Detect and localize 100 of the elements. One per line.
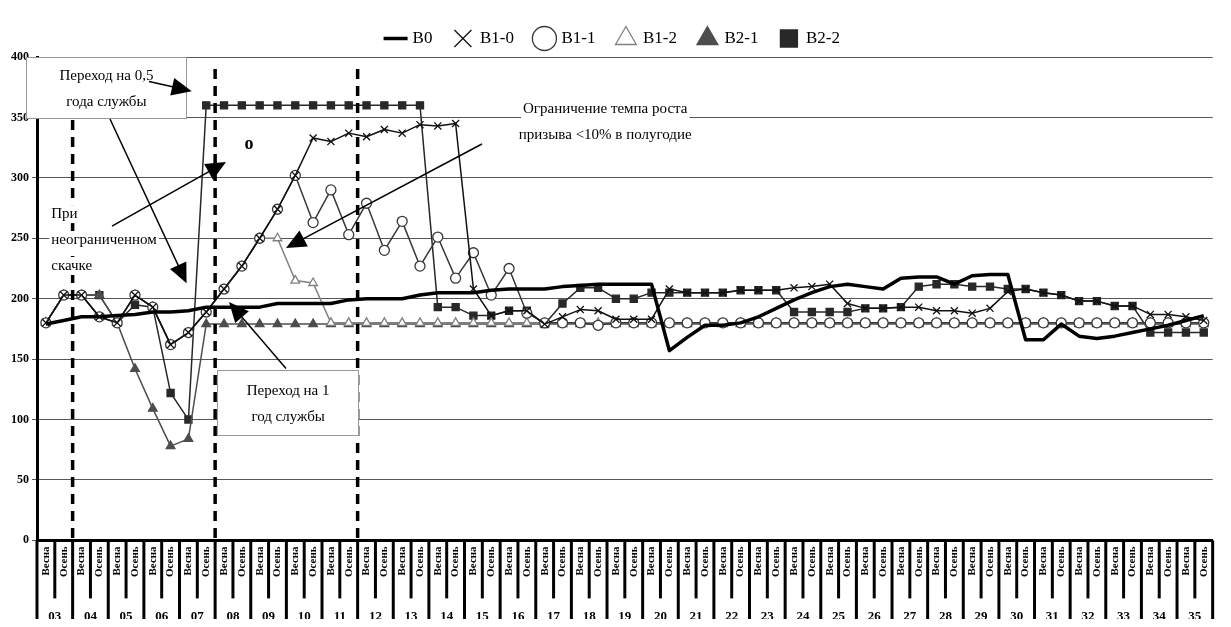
- x-tick-label: Весна: [38, 545, 51, 576]
- x-tick-label: Осень: [163, 546, 176, 578]
- text: 15: [475, 607, 490, 623]
- text: 13: [404, 607, 419, 623]
- x-tick-label: Весна: [751, 545, 764, 576]
- x-tick-label: Весна: [110, 545, 122, 576]
- x-tick-label: Осень: [626, 546, 639, 578]
- text: 12: [368, 607, 382, 623]
- x-tick-label: Осень: [982, 546, 995, 578]
- x-tick-label: Осень: [662, 546, 675, 578]
- x-tick-label: Весна: [359, 545, 372, 576]
- text: 24: [796, 607, 810, 623]
- text: 16: [511, 607, 525, 623]
- x-tick-label: Осень: [555, 546, 568, 578]
- text: 26: [867, 607, 882, 623]
- text: 18: [582, 607, 597, 623]
- text: 07: [190, 607, 205, 623]
- x-tick-label: Осень: [412, 546, 425, 578]
- x-tick-label: Осень: [305, 546, 318, 578]
- annotation: o: [244, 132, 254, 153]
- y-tick-label: 250: [11, 230, 29, 245]
- x-tick-label: Весна: [822, 545, 835, 576]
- text: 19: [618, 607, 632, 623]
- x-tick-label: Осень: [127, 546, 140, 578]
- text: 33: [1117, 607, 1131, 623]
- text: 27: [903, 607, 917, 623]
- x-tick-label: Весна: [466, 545, 479, 576]
- legend-label: B1-0: [479, 27, 514, 47]
- x-tick-label: Осень: [769, 546, 782, 578]
- x-tick-label: Весна: [715, 545, 728, 576]
- text: 14: [440, 607, 454, 623]
- annotation: Переход на 0,5 года службы: [58, 65, 155, 111]
- text: 34: [1152, 607, 1167, 623]
- text: 30: [1010, 607, 1024, 623]
- text: 23: [760, 607, 775, 623]
- y-tick-label: 0: [23, 532, 29, 547]
- x-tick-label: Осень: [947, 546, 960, 578]
- x-tick-label: Осень: [697, 546, 710, 578]
- x-tick-label: Весна: [1107, 545, 1120, 576]
- x-tick-label: Весна: [1071, 545, 1084, 576]
- x-tick-label: Весна: [680, 545, 693, 576]
- y-tick-label: 300: [11, 169, 29, 184]
- annotation: Переход на 1 год службы: [245, 381, 331, 427]
- x-tick-label: Весна: [181, 545, 194, 576]
- text: 21: [689, 607, 703, 623]
- legend-label: B1-2: [642, 27, 677, 47]
- x-tick-label: Весна: [858, 545, 871, 576]
- y-tick-label: 100: [11, 411, 29, 426]
- x-tick-label: Весна: [1000, 545, 1013, 576]
- x-tick-label: Осень: [1125, 546, 1138, 578]
- x-tick-label: Весна: [252, 545, 265, 576]
- text: 06: [155, 607, 169, 623]
- x-tick-label: Весна: [323, 545, 336, 576]
- x-tick-label: Осень: [234, 546, 247, 578]
- x-tick-label: Весна: [893, 545, 906, 576]
- x-tick-label: Осень: [270, 546, 283, 578]
- x-tick-label: Весна: [608, 545, 621, 576]
- legend-label: B2-2: [805, 27, 840, 47]
- y-tick-label: 200: [11, 290, 29, 305]
- x-tick-label: Осень: [448, 546, 461, 578]
- legend-label: B0: [412, 27, 433, 47]
- annotation: При неограниченном скачке: [51, 205, 158, 274]
- text: 03: [48, 607, 62, 623]
- text: 17: [547, 607, 561, 623]
- text: 35: [1188, 607, 1202, 623]
- x-tick-label: Осень: [733, 546, 746, 578]
- x-tick-label: Осень: [1160, 546, 1173, 578]
- text: 31: [1045, 607, 1059, 623]
- legend-label: B2-1: [724, 27, 759, 47]
- x-tick-label: Весна: [395, 545, 408, 576]
- text: 25: [832, 607, 846, 623]
- text: 08: [226, 607, 240, 623]
- text: 32: [1081, 607, 1095, 623]
- text: 04: [83, 607, 98, 623]
- x-tick-label: Осень: [377, 546, 390, 578]
- text: 05: [119, 607, 134, 623]
- x-tick-label: Осень: [1018, 546, 1031, 578]
- text: 09: [262, 607, 276, 623]
- x-tick-label: Весна: [929, 545, 942, 576]
- x-tick-label: Осень: [1089, 546, 1102, 578]
- x-tick-label: Весна: [644, 545, 657, 576]
- x-tick-label: Весна: [1143, 545, 1156, 576]
- x-tick-label: Осень: [341, 546, 354, 578]
- x-tick-label: Весна: [74, 545, 87, 576]
- x-tick-label: Осень: [199, 546, 212, 578]
- text: 28: [938, 607, 953, 623]
- x-tick-label: Осень: [484, 546, 497, 578]
- text: 22: [725, 607, 739, 623]
- x-tick-label: Осень: [519, 546, 532, 578]
- x-tick-label: Весна: [430, 545, 443, 576]
- x-tick-label: Весна: [786, 545, 799, 576]
- text: 20: [653, 607, 667, 623]
- x-tick-label: Осень: [875, 546, 888, 578]
- x-tick-label: Осень: [92, 546, 105, 578]
- text: 11: [333, 607, 346, 623]
- x-tick-label: Осень: [1196, 546, 1209, 578]
- x-tick-label: Весна: [288, 545, 301, 576]
- x-tick-label: Весна: [1036, 545, 1049, 576]
- x-tick-label: Весна: [501, 545, 514, 576]
- x-tick-label: Весна: [573, 545, 586, 576]
